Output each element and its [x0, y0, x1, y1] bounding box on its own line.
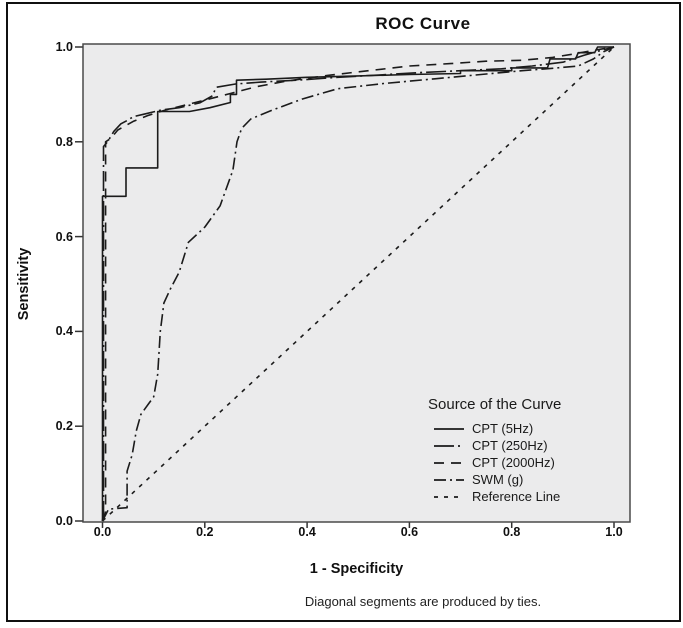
dashed-line-sample-icon: [434, 461, 464, 464]
y-tick-label: 0.0: [55, 514, 73, 528]
y-axis-title: Sensitivity: [16, 247, 32, 321]
ties-footnote: Diagonal segments are produced by ties.: [304, 594, 542, 609]
legend-item-label: CPT (5Hz): [472, 421, 534, 436]
dotted-line-sample-icon: [434, 495, 464, 498]
x-axis-title: 1 - Specificity: [309, 561, 404, 577]
curves-layer: [101, 46, 615, 522]
x-tick-label: 0.6: [400, 525, 419, 539]
y-tick-label: 0.6: [55, 229, 73, 244]
curve-cpt-2000hz: [101, 46, 615, 522]
x-tick-label: 0.0: [93, 525, 112, 539]
legend-item-label: Reference Line: [472, 489, 561, 504]
legend: Source of the Curve CPT (5Hz) CPT (250Hz…: [428, 396, 618, 505]
x-tick-label: 0.8: [502, 525, 521, 539]
legend-title: Source of the Curve: [428, 396, 562, 413]
legend-item-reference-line: Reference Line: [428, 488, 618, 505]
dash-dot-line-sample-icon: [434, 444, 464, 447]
curve-cpt-250hz: [101, 46, 615, 522]
curve-swm-g: [101, 46, 615, 522]
curve-reference-line: [101, 46, 615, 522]
legend-item-swm-g: SWM (g): [428, 471, 618, 488]
dash-dot-line-sample-icon: [434, 478, 464, 481]
tick-marks-layer: [75, 46, 615, 528]
x-tick-label: 1.0: [605, 525, 623, 539]
x-tick-label: 0.4: [298, 525, 316, 539]
y-tick-label: 0.4: [55, 324, 73, 339]
legend-item-label: SWM (g): [472, 472, 524, 487]
legend-item-cpt-250hz: CPT (250Hz): [428, 437, 618, 454]
x-tick-label: 0.2: [196, 525, 214, 539]
legend-item-label: CPT (250Hz): [472, 438, 548, 453]
curve-cpt-5hz: [101, 46, 614, 521]
legend-item-label: CPT (2000Hz): [472, 455, 555, 470]
chart-title: ROC Curve: [375, 14, 471, 33]
y-tick-label: 1.0: [55, 40, 73, 54]
y-tick-label: 0.2: [55, 419, 73, 434]
legend-item-cpt-5hz: CPT (5Hz): [428, 420, 618, 437]
legend-item-cpt-2000hz: CPT (2000Hz): [428, 454, 618, 471]
y-tick-label: 0.8: [55, 134, 73, 149]
solid-line-sample-icon: [434, 427, 464, 430]
